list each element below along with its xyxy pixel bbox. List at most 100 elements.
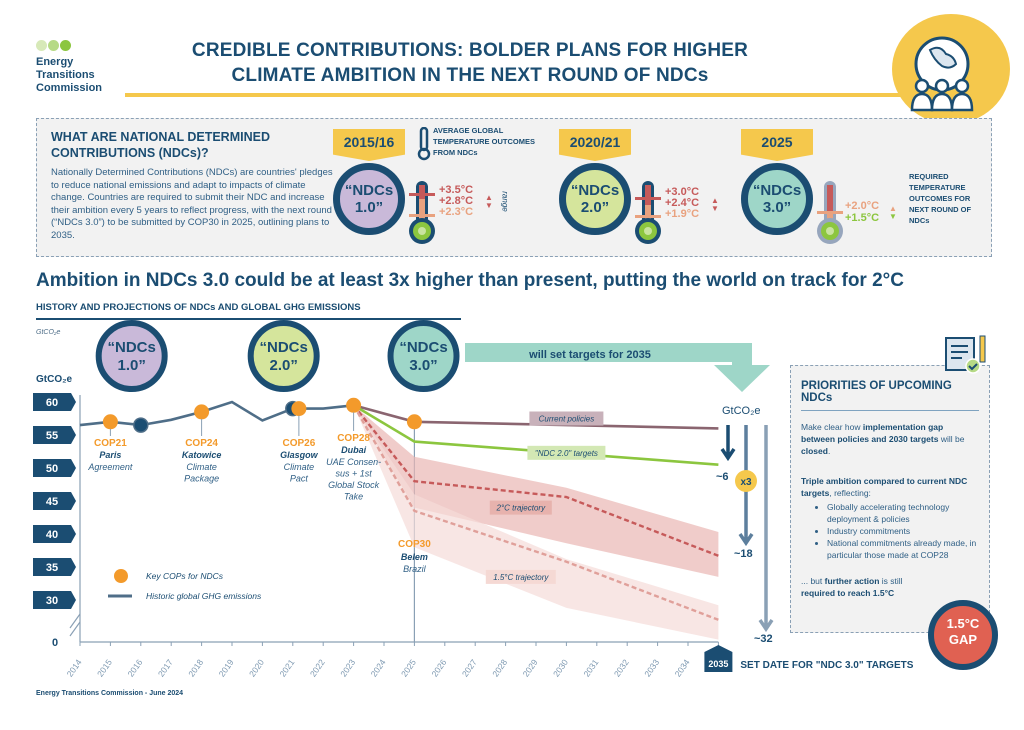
y-tick-label: 0 (52, 637, 58, 649)
subtitle-divider (36, 318, 461, 320)
cop-point (346, 397, 362, 413)
range-arrows-icon: ▲ ▼ (485, 193, 493, 210)
y-tick-badge (33, 525, 76, 543)
text: is still (879, 576, 903, 586)
x-tick-label: 2023 (338, 657, 357, 678)
gap-badge: 1.5°C GAP (928, 600, 998, 670)
x-tick-label: 2022 (308, 657, 327, 678)
logo-line: Energy (36, 56, 74, 68)
x-tick-label: 2016 (125, 657, 144, 678)
x-tick-label: 2027 (460, 657, 479, 678)
series-label-bg (527, 445, 606, 460)
y-tick-label: 35 (46, 562, 58, 574)
y-tick-label: 30 (46, 595, 58, 607)
series-label-bg (489, 500, 552, 515)
x-tick-label: 2014 (65, 657, 84, 678)
cop-desc: UAE Consen- (326, 457, 381, 467)
temp-high: +3.0°C (665, 186, 700, 198)
gap-label: ~32 (754, 633, 773, 645)
cop-desc: Take (344, 492, 363, 502)
list-item: National commitments already made, in pa… (827, 537, 979, 561)
trajectory-band (353, 405, 719, 577)
section-body: Nationally Determined Contributions (NDC… (51, 167, 333, 241)
series-label-bg (485, 569, 556, 584)
list-item: Industry commitments (827, 525, 979, 537)
cop-point (102, 414, 118, 430)
cop-name: COP21 (94, 438, 127, 449)
cop-place: Katowice (182, 450, 222, 460)
cop-desc: sus + 1st (335, 469, 372, 479)
historic-point (133, 417, 149, 433)
temp-mid: +2.8°C (439, 195, 474, 207)
x-tick-label: 2018 (186, 657, 205, 678)
y-tick-badge (33, 393, 76, 411)
temp-low: +1.5°C (845, 212, 880, 224)
series-line (352, 404, 719, 621)
series-label-bg (529, 411, 604, 426)
x-tick-label: 2025 (399, 657, 418, 678)
cop-desc: Climate (186, 462, 217, 472)
ndc-round-circle: “NDCs 2.0” (559, 163, 631, 235)
range-arrows-icon: ▲ ▼ (711, 196, 719, 213)
cop-place: Glasgow (280, 450, 319, 460)
page-title: CREDIBLE CONTRIBUTIONS: BOLDER PLANS FOR… (150, 38, 790, 88)
text-bold: closed (801, 446, 828, 456)
legend-hist-label: Historic global GHG emissions (146, 591, 262, 601)
headline: Ambition in NDCs 3.0 could be at least 3… (36, 270, 904, 291)
cop-desc: Climate (284, 462, 315, 472)
priority-bullets: Globally accelerating technology deploym… (801, 501, 979, 561)
x-tick-label: 2019 (217, 657, 236, 678)
multiplier-badge (735, 470, 757, 492)
range-arrows-icon: ▲ ▼ (889, 204, 897, 221)
round-year-badge: 2025 (741, 129, 813, 161)
logo: Energy Transitions Commission (36, 38, 102, 95)
x-tick-label: 2015 (95, 657, 114, 678)
target-year-badge (704, 645, 733, 672)
cop-name: COP30 (398, 539, 431, 550)
series-line (352, 404, 719, 557)
ndc-marker-circle (95, 320, 168, 392)
round-year-badge: 2015/16 (333, 129, 405, 161)
cop-point (291, 401, 307, 417)
legend-cop-label: Key COPs for NDCs (146, 571, 224, 581)
thermometer-icon (815, 179, 845, 252)
ndc-marker-label: “NDCs (260, 339, 308, 356)
gap-badge-line: 1.5°C (946, 616, 980, 631)
cop-name: COP26 (282, 438, 315, 449)
target-label: SET DATE FOR "NDC 3.0" TARGETS (740, 660, 913, 671)
y-tick-label: 40 (46, 529, 58, 541)
title-line: CREDIBLE CONTRIBUTIONS: BOLDER PLANS FOR… (191, 40, 749, 61)
x-tick-label: 2028 (490, 657, 509, 678)
cop-desc: Brazil (403, 564, 427, 574)
temp-low: +1.9°C (665, 208, 700, 220)
logo-line: Commission (36, 82, 103, 94)
ndc-explainer-panel: WHAT ARE NATIONAL DETERMINED CONTRIBUTIO… (36, 118, 992, 257)
y-axis-label: GtCO₂e (36, 374, 73, 385)
ndc-round-circle: “NDCs 3.0” (741, 163, 813, 235)
temp-mid: +2.4°C (665, 197, 700, 209)
ndc-marker-label: 1.0” (118, 357, 146, 374)
text-bold: implementation gap between policies and … (801, 422, 944, 444)
y-tick-label: 45 (46, 496, 58, 508)
priorities-heading: PRIORITIES OF UPCOMING NDCs (801, 380, 979, 411)
cop-desc: Agreement (87, 462, 133, 472)
ndc-marker-circle (247, 320, 320, 392)
thermometer-icon (633, 179, 663, 252)
thermometer-icon (407, 179, 437, 252)
y-tick-badge (33, 426, 76, 444)
x-tick-label: 2029 (521, 657, 540, 678)
multiplier-label: x3 (740, 477, 752, 488)
y-tick-label: 50 (46, 463, 58, 475)
cop-point (194, 404, 210, 420)
gap-label: ~6 (716, 471, 729, 483)
cop-place: Paris (99, 450, 121, 460)
ndc-marker-label: 3.0” (409, 357, 437, 374)
ndc-round-circle: “NDCs 1.0” (333, 163, 405, 235)
cop-name: COP24 (185, 438, 218, 449)
y-tick-badge (33, 459, 76, 477)
x-tick-label: 2033 (642, 657, 661, 678)
globe-people-icon (892, 14, 1010, 124)
document-check-icon (942, 334, 992, 379)
cop-desc: Package (184, 474, 219, 484)
